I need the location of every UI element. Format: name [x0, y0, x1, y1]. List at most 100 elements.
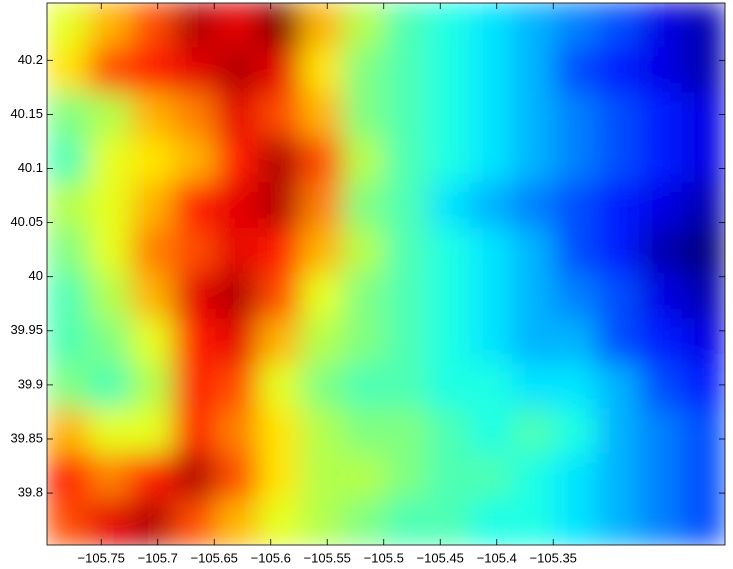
heat-cell: [173, 138, 217, 185]
heat-cell: [258, 363, 302, 410]
heat-cell: [512, 2, 556, 49]
x-tick-label: −105.65: [191, 550, 238, 565]
heat-cell: [258, 273, 302, 320]
heat-cell: [597, 363, 641, 410]
heat-cell: [343, 47, 387, 94]
x-tick-label: −105.55: [304, 550, 351, 565]
heat-cell: [258, 409, 302, 456]
heat-cell: [300, 2, 344, 49]
heat-cell: [343, 273, 387, 320]
heat-cell: [385, 273, 429, 320]
heat-cell: [173, 47, 217, 94]
heat-cell: [300, 318, 344, 365]
heat-cell: [427, 409, 471, 456]
heat-cell: [512, 409, 556, 456]
heat-cell: [216, 273, 260, 320]
heat-cell: [258, 92, 302, 139]
y-tick-label: 39.9: [18, 376, 43, 391]
heat-cell: [216, 183, 260, 230]
heat-cell: [682, 409, 726, 456]
heat-cell: [173, 318, 217, 365]
heat-cell: [639, 273, 683, 320]
heat-cell: [512, 183, 556, 230]
heat-cell: [470, 183, 514, 230]
heat-cell: [555, 499, 599, 546]
x-tick-label: −105.6: [251, 550, 291, 565]
heatmap: [46, 2, 726, 546]
heat-cell: [385, 318, 429, 365]
heat-cell: [555, 318, 599, 365]
heat-cell: [46, 138, 90, 185]
heat-cell: [555, 363, 599, 410]
heat-cell: [682, 2, 726, 49]
heat-cell: [555, 228, 599, 275]
heat-cell: [173, 409, 217, 456]
heat-cell: [46, 499, 90, 546]
heat-cell: [300, 228, 344, 275]
heat-cell: [173, 228, 217, 275]
heat-cell: [46, 47, 90, 94]
x-tick-label: −105.45: [417, 550, 464, 565]
heat-cell: [470, 363, 514, 410]
heat-cell: [216, 409, 260, 456]
heat-cell: [173, 2, 217, 49]
heat-cell: [512, 92, 556, 139]
heat-cell: [300, 273, 344, 320]
x-tick-label: −105.5: [364, 550, 404, 565]
heat-cell: [639, 47, 683, 94]
heat-cell: [46, 454, 90, 501]
y-tick-label: 39.85: [10, 430, 43, 445]
chart: −105.75−105.7−105.65−105.6−105.55−105.5−…: [0, 0, 733, 569]
heat-cell: [470, 273, 514, 320]
heat-cell: [427, 228, 471, 275]
heat-cell: [258, 228, 302, 275]
heat-cell: [343, 138, 387, 185]
heat-cell: [46, 2, 90, 49]
heat-cell: [216, 2, 260, 49]
heat-cell: [46, 228, 90, 275]
heat-cell: [258, 318, 302, 365]
heat-cell: [597, 47, 641, 94]
heat-cell: [131, 47, 175, 94]
heat-cell: [216, 499, 260, 546]
heat-cell: [597, 92, 641, 139]
heat-cell: [555, 454, 599, 501]
heat-cell: [131, 454, 175, 501]
heat-cell: [46, 318, 90, 365]
heat-cell: [512, 499, 556, 546]
heat-cell: [343, 92, 387, 139]
heat-cell: [173, 499, 217, 546]
heat-cell: [512, 363, 556, 410]
heat-cell: [385, 454, 429, 501]
heat-cell: [597, 318, 641, 365]
heat-cell: [597, 273, 641, 320]
y-tick-label: 40.15: [10, 106, 43, 121]
heat-cell: [46, 273, 90, 320]
heat-cell: [216, 228, 260, 275]
heat-cell: [555, 92, 599, 139]
heat-cell: [258, 138, 302, 185]
heat-cell: [385, 2, 429, 49]
y-tick-label: 40.2: [18, 52, 43, 67]
heat-cell: [88, 409, 132, 456]
heat-cell: [682, 318, 726, 365]
x-tick-label: −105.75: [78, 550, 125, 565]
heat-cell: [555, 409, 599, 456]
heat-cell: [512, 138, 556, 185]
heat-cell: [639, 499, 683, 546]
heat-cell: [88, 318, 132, 365]
heat-cell: [470, 47, 514, 94]
heat-cell: [173, 363, 217, 410]
heat-cell: [427, 273, 471, 320]
heat-cell: [88, 2, 132, 49]
x-tick-label: −105.7: [138, 550, 178, 565]
heat-cell: [343, 2, 387, 49]
heat-cell: [512, 228, 556, 275]
x-tick-label: −105.4: [477, 550, 517, 565]
heat-cell: [385, 228, 429, 275]
heat-cell: [470, 138, 514, 185]
heat-cell: [173, 183, 217, 230]
heat-cell: [682, 92, 726, 139]
heat-cell: [639, 183, 683, 230]
heat-cell: [512, 318, 556, 365]
